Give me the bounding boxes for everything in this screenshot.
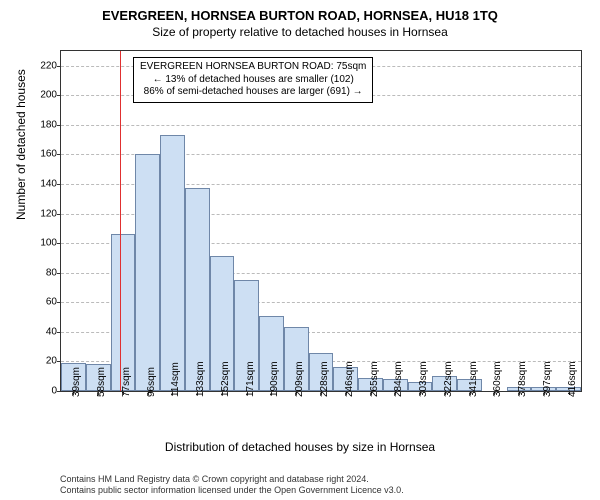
y-tick-label: 80 (46, 267, 61, 278)
annotation-line-3: 86% of semi-detached houses are larger (… (140, 86, 366, 99)
x-tick-label: 209sqm (294, 361, 305, 397)
y-tick-label: 140 (40, 179, 61, 190)
x-tick-label: 114sqm (170, 362, 181, 397)
x-tick-label: 228sqm (319, 361, 330, 397)
reference-line (120, 51, 121, 391)
x-tick-label: 397sqm (542, 361, 553, 397)
histogram-bar (160, 135, 185, 391)
x-tick-label: 416sqm (567, 361, 578, 397)
x-tick-label: 341sqm (468, 361, 479, 397)
x-tick-label: 133sqm (195, 361, 206, 397)
x-tick-label: 171sqm (245, 361, 256, 397)
x-tick-label: 190sqm (269, 361, 280, 397)
annotation-box: EVERGREEN HORNSEA BURTON ROAD: 75sqm ← 1… (133, 57, 373, 103)
x-tick-label: 265sqm (369, 361, 380, 397)
footer-line-2: Contains public sector information licen… (60, 485, 404, 496)
y-tick-label: 180 (40, 119, 61, 130)
y-tick-label: 0 (51, 386, 61, 397)
y-tick-label: 120 (40, 208, 61, 219)
property-size-histogram: EVERGREEN, HORNSEA BURTON ROAD, HORNSEA,… (0, 0, 600, 500)
y-tick-label: 160 (40, 149, 61, 160)
x-tick-label: 246sqm (344, 361, 355, 397)
x-tick-label: 284sqm (393, 361, 404, 397)
x-axis-label: Distribution of detached houses by size … (0, 440, 600, 454)
chart-title: EVERGREEN, HORNSEA BURTON ROAD, HORNSEA,… (0, 0, 600, 23)
x-tick-label: 39sqm (71, 367, 82, 397)
y-tick-label: 60 (46, 297, 61, 308)
y-tick-label: 20 (46, 356, 61, 367)
x-tick-label: 303sqm (418, 361, 429, 397)
y-tick-label: 200 (40, 90, 61, 101)
gridline (61, 125, 581, 126)
x-tick-label: 360sqm (492, 361, 503, 397)
y-tick-label: 40 (46, 326, 61, 337)
x-tick-label: 152sqm (220, 361, 231, 397)
x-tick-label: 322sqm (443, 361, 454, 397)
x-tick-label: 77sqm (121, 367, 132, 397)
footer-line-1: Contains HM Land Registry data © Crown c… (60, 474, 404, 485)
histogram-bar (135, 154, 160, 391)
plot-area: 02040608010012014016018020022039sqm58sqm… (60, 50, 582, 392)
chart-subtitle: Size of property relative to detached ho… (0, 23, 600, 39)
x-tick-label: 378sqm (517, 361, 528, 397)
x-tick-label: 96sqm (146, 367, 157, 397)
annotation-line-2: ← 13% of detached houses are smaller (10… (140, 74, 366, 87)
y-axis-label: Number of detached houses (14, 69, 28, 220)
footer-attribution: Contains HM Land Registry data © Crown c… (60, 474, 404, 497)
x-tick-label: 58sqm (96, 367, 107, 397)
annotation-line-1: EVERGREEN HORNSEA BURTON ROAD: 75sqm (140, 61, 366, 74)
y-tick-label: 220 (40, 60, 61, 71)
y-tick-label: 100 (40, 238, 61, 249)
